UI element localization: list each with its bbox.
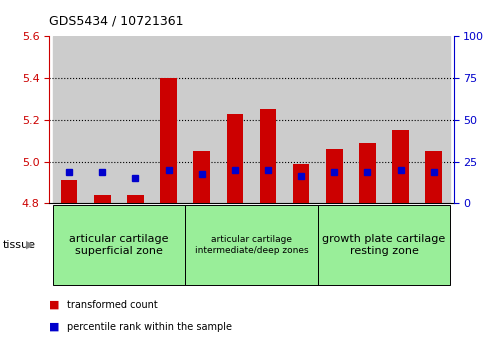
- Bar: [185, 36, 218, 203]
- Bar: [326, 149, 343, 203]
- Text: transformed count: transformed count: [67, 300, 157, 310]
- Bar: [359, 143, 376, 203]
- Bar: [425, 151, 442, 203]
- Text: ■: ■: [49, 322, 60, 332]
- Bar: [392, 130, 409, 203]
- Text: ▶: ▶: [26, 240, 35, 250]
- Bar: [384, 36, 417, 203]
- Bar: [61, 180, 77, 203]
- Bar: [193, 151, 210, 203]
- Bar: [160, 78, 177, 203]
- Bar: [260, 109, 276, 203]
- Bar: [152, 36, 185, 203]
- Bar: [119, 36, 152, 203]
- Text: ■: ■: [49, 300, 60, 310]
- Text: growth plate cartilage
resting zone: growth plate cartilage resting zone: [322, 234, 446, 256]
- Bar: [293, 164, 310, 203]
- Bar: [86, 36, 119, 203]
- Bar: [351, 36, 384, 203]
- Bar: [284, 36, 317, 203]
- Bar: [127, 195, 144, 203]
- Bar: [94, 195, 110, 203]
- Bar: [53, 36, 86, 203]
- Text: GDS5434 / 10721361: GDS5434 / 10721361: [49, 14, 184, 27]
- Text: articular cartilage
intermediate/deep zones: articular cartilage intermediate/deep zo…: [195, 235, 308, 255]
- Text: tissue: tissue: [2, 240, 35, 250]
- Bar: [417, 36, 450, 203]
- Bar: [218, 36, 251, 203]
- Bar: [251, 36, 284, 203]
- Text: articular cartilage
superficial zone: articular cartilage superficial zone: [69, 234, 169, 256]
- Bar: [227, 114, 243, 203]
- Bar: [317, 36, 351, 203]
- Text: percentile rank within the sample: percentile rank within the sample: [67, 322, 232, 332]
